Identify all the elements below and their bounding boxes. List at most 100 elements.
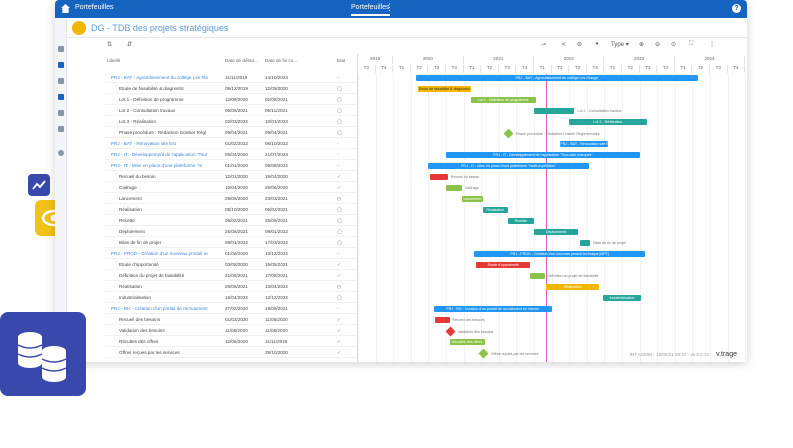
tab-portefeuilles[interactable]: Portefeuilles xyxy=(351,4,390,16)
gantt-bar[interactable]: Déploiement xyxy=(534,228,578,235)
gantt-bar[interactable]: Réalisation xyxy=(546,283,600,290)
gantt-bar[interactable]: PRJ - PROD - Création d'un nouveau produ… xyxy=(474,250,645,257)
zoom-in-icon[interactable]: ⊕ xyxy=(639,42,645,48)
col-libelle[interactable]: Libellé xyxy=(107,58,121,63)
table-row[interactable]: PRJ - RH - Création d'un portail de recr… xyxy=(105,303,357,314)
quarter-header: T1 xyxy=(393,65,411,73)
table-row[interactable]: Offres reçues par les services 28/10/2020… xyxy=(105,347,357,358)
table-row[interactable]: Phase procédure : Rédaction Dossier Régl… xyxy=(105,127,357,138)
no-icon[interactable]: ⊘ xyxy=(577,42,583,48)
col-date-debut[interactable]: Date de début... xyxy=(225,58,258,63)
table-row[interactable]: Recette 06/02/2021 25/06/2021 ◯ xyxy=(105,215,357,226)
home-icon[interactable] xyxy=(61,4,70,13)
gantt-bar[interactable] xyxy=(435,316,450,323)
row-label: Cadrage xyxy=(119,185,137,190)
grid-line xyxy=(657,74,659,362)
expand-all-icon[interactable]: ⇅ xyxy=(107,42,113,48)
home-nav-icon[interactable] xyxy=(58,46,64,52)
gantt-bar[interactable]: Lot 1 - Définition de programme xyxy=(470,96,536,103)
row-label: Phase procédure : Rédaction Dossier Régl xyxy=(119,130,207,135)
dots-vertical-icon[interactable]: ⋮ xyxy=(385,2,394,12)
milestone[interactable] xyxy=(503,128,514,138)
table-row[interactable]: PRJ - IT - Mise en place d'une plateform… xyxy=(105,160,357,171)
row-start-date: 10/04/2020 xyxy=(225,185,248,190)
row-end-date: 10/01/2023 xyxy=(265,119,288,124)
col-etat[interactable]: Etat xyxy=(337,58,346,63)
table-row[interactable]: PRJ - IT - Développement de l'applicatio… xyxy=(105,149,357,160)
zoom-fit-icon[interactable]: ⊙ xyxy=(671,42,677,48)
gantt-bar[interactable]: Récoltes des offres xyxy=(449,338,485,345)
gantt-bar[interactable]: Recette xyxy=(507,217,534,224)
table-row[interactable]: Recueil du besoin 12/01/2020 18/04/2020 ✓ xyxy=(105,171,357,182)
table-row[interactable]: Réalisation 08/10/2020 06/02/2021 ◯ xyxy=(105,204,357,215)
collapse-all-icon[interactable]: ⇵ xyxy=(127,42,133,48)
gantt-bar[interactable]: PRJ - IT - Mise en place d'une plateform… xyxy=(428,162,589,169)
table-row[interactable]: Réalisation 26/08/2021 13/04/2022 ◷ xyxy=(105,281,357,292)
gantt-bar[interactable] xyxy=(530,272,545,279)
bar-label: Cadrage xyxy=(464,185,479,190)
table-row[interactable]: Définition du projet de faisabilité 21/05… xyxy=(105,270,357,281)
fullscreen-icon[interactable]: ⛶ xyxy=(689,41,694,47)
row-label: Recette xyxy=(119,218,135,223)
gantt-bar[interactable]: PRJ - IT - Développement de l'applicatio… xyxy=(446,151,640,158)
more-icon[interactable]: ⋮ xyxy=(709,42,715,48)
document-nav-icon[interactable] xyxy=(58,110,64,116)
gantt-bar[interactable]: PRJ - BAT - Agrandissement du collège Le… xyxy=(416,74,698,81)
table-row[interactable]: Récultes des offres 12/05/2020 11/11/2020 ✓ xyxy=(105,336,357,347)
table-row[interactable]: Industrialisation 16/04/2022 12/12/2022 ◯ xyxy=(105,292,357,303)
network-nav-icon[interactable] xyxy=(58,62,64,68)
table-row[interactable]: Lot 1 - Définition de programme 12/09/202… xyxy=(105,94,357,105)
table-row[interactable]: PRJ - BAT - Agrandissement du collège Le… xyxy=(105,72,357,83)
list-nav-icon[interactable] xyxy=(58,78,64,84)
gantt-bar[interactable] xyxy=(579,239,591,246)
gantt-bar[interactable]: Lancement xyxy=(461,195,483,202)
table-row[interactable]: Lot 3 - Réalisation 02/03/2022 10/01/2023 ◯ xyxy=(105,116,357,127)
link-icon[interactable]: ⊸ xyxy=(541,42,547,48)
palette-icon[interactable]: ◕ xyxy=(595,41,599,47)
row-start-date: 12/01/2020 xyxy=(225,174,248,179)
zoom-out-icon[interactable]: ⊖ xyxy=(655,42,661,48)
gantt-bar[interactable]: Étude d'opportunité xyxy=(475,261,531,268)
share-icon[interactable]: ≺ xyxy=(561,42,567,48)
row-end-date: 06/11/2021 xyxy=(265,108,288,113)
grid-line xyxy=(745,74,747,362)
type-select[interactable]: Type ▾ xyxy=(611,42,629,48)
table-row[interactable]: Etude d'opportunité 03/08/2020 16/05/2021 ✓ xyxy=(105,259,357,270)
grid-nav-icon[interactable] xyxy=(58,126,64,132)
gantt-bar[interactable]: Etude de faisabilité & diagnostic xyxy=(417,85,471,92)
table-row[interactable]: Lancement 29/06/2020 23/03/2021 ◷ xyxy=(105,193,357,204)
gantt-bar[interactable]: Lot 3 - Réalisation xyxy=(569,118,647,125)
gantt-bar[interactable]: Industrialisation xyxy=(602,294,642,301)
gantt-bar[interactable] xyxy=(446,184,462,191)
table-row[interactable]: Validation des besoins 11/05/2020 11/05/20… xyxy=(105,325,357,336)
row-label: PRJ - BAT - Agrandissement du collège Le… xyxy=(111,75,208,80)
col-date-fin[interactable]: Date de fin co... xyxy=(265,58,298,63)
gantt-bar[interactable] xyxy=(534,107,575,114)
table-row[interactable]: Etude de faisabilité & diagnostic 09/12/2… xyxy=(105,83,357,94)
gantt-bar[interactable] xyxy=(430,173,448,180)
calendar-nav-icon[interactable] xyxy=(58,94,64,100)
table-row[interactable]: Déploiement 25/06/2021 09/01/2022 ◯ xyxy=(105,226,357,237)
row-state: ◯ xyxy=(337,119,343,124)
table-row[interactable]: Bilan de fin de projet 08/01/2022 17/03/20… xyxy=(105,237,357,248)
table-row[interactable]: PRJ - PROD - Création d'un nouveau produ… xyxy=(105,248,357,259)
gantt-bar[interactable]: Réalisation xyxy=(482,206,508,213)
quarter-header: T3 xyxy=(640,65,658,73)
row-end-date: 25/06/2021 xyxy=(265,218,288,223)
table-row[interactable]: Recueil des besoins 01/03/2020 11/05/2020 ✓ xyxy=(105,314,357,325)
row-end-date: 19/08/2021 xyxy=(265,306,288,311)
table-row[interactable]: Lot 2 - Consultation travaux 06/06/2021 06… xyxy=(105,105,357,116)
settings-nav-icon[interactable] xyxy=(58,150,64,156)
table-row[interactable]: Cadrage 10/04/2020 29/06/2020 ✓ xyxy=(105,182,357,193)
row-state: ✓ xyxy=(337,185,341,190)
grid-line xyxy=(727,74,729,362)
row-state: ✓ xyxy=(337,350,341,355)
gantt-bar[interactable]: PRJ - RH - Création d'un portail de recr… xyxy=(433,305,552,312)
row-state: ◯ xyxy=(337,130,343,135)
milestone[interactable] xyxy=(478,348,489,358)
table-row[interactable]: PRJ - BAT - Rénovation site Est 01/02/202… xyxy=(105,138,357,149)
help-icon[interactable]: ? xyxy=(732,4,741,13)
row-state: ✓ xyxy=(337,262,341,267)
gantt-bar[interactable]: PRJ - BAT - Rénovation site Est xyxy=(560,140,608,147)
milestone-label: Offres reçues par les services xyxy=(490,351,539,356)
